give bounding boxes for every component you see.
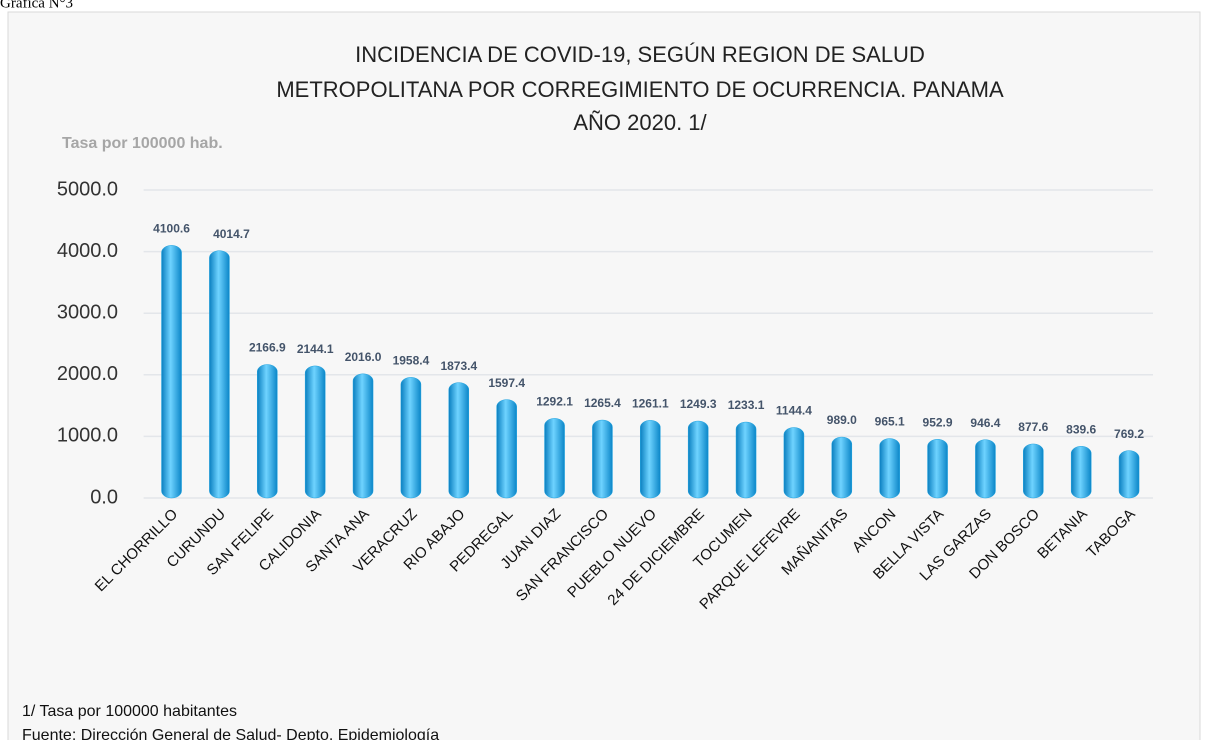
bar [544,418,565,499]
bar [1118,450,1140,499]
bar [592,419,613,499]
bar [879,438,900,499]
data-label: 2144.1 [297,342,334,356]
data-label: 1249.3 [680,397,717,411]
data-label: 1597.4 [488,376,525,390]
bar [257,364,278,499]
bar [640,420,661,499]
data-label: 2016.0 [345,350,382,364]
bar [400,377,422,499]
chart-title: INCIDENCIA DE COVID-19, SEGÚN REGION DE … [355,42,925,67]
bar [304,365,326,499]
bar [352,373,374,499]
footnote: Fuente: Dirección General de Salud- Dept… [22,727,439,740]
bar [1023,443,1044,499]
data-label: 1144.4 [776,404,812,418]
chart-title: AÑO 2020. 1/ [573,110,707,135]
bar [209,250,230,499]
data-label: 1265.4 [584,396,621,410]
bar [975,439,996,499]
y-tick-label: 5000.0 [57,178,118,200]
data-label: 877.6 [1018,420,1048,434]
y-tick-label: 2000.0 [57,363,118,385]
data-label: 1292.1 [536,395,573,409]
bar [927,439,948,499]
y-axis-label: Tasa por 100000 hab. [62,135,223,152]
data-label: 1261.1 [632,396,669,410]
data-label: 2166.9 [249,341,286,355]
data-label: 769.2 [1114,427,1144,441]
footnote: 1/ Tasa por 100000 habitantes [22,703,237,720]
bar [496,399,517,499]
data-label: 839.6 [1066,422,1096,436]
y-tick-label: 3000.0 [57,301,118,323]
data-label: 1958.4 [393,354,430,368]
caption: Gráfica N°3 [0,0,73,11]
chart-title: METROPOLITANA POR CORREGIMIENTO DE OCURR… [276,77,1004,102]
data-label: 4014.7 [213,227,250,241]
data-label: 1873.4 [440,359,477,373]
data-label: 4100.6 [153,222,190,236]
data-label: 952.9 [923,415,953,429]
data-label: 946.4 [970,416,1000,430]
data-label: 989.0 [827,413,857,427]
y-tick-label: 0.0 [90,486,118,508]
bar [1070,446,1092,499]
bar [161,245,182,499]
bar [831,436,853,499]
y-tick-label: 4000.0 [57,240,118,262]
chart-panel [7,11,1201,745]
data-label: 965.1 [875,415,905,429]
bar [735,421,757,499]
data-label: 1233.1 [728,398,765,412]
bar [687,420,709,499]
bar [448,382,470,499]
bar [783,427,805,499]
y-tick-label: 1000.0 [57,425,118,447]
